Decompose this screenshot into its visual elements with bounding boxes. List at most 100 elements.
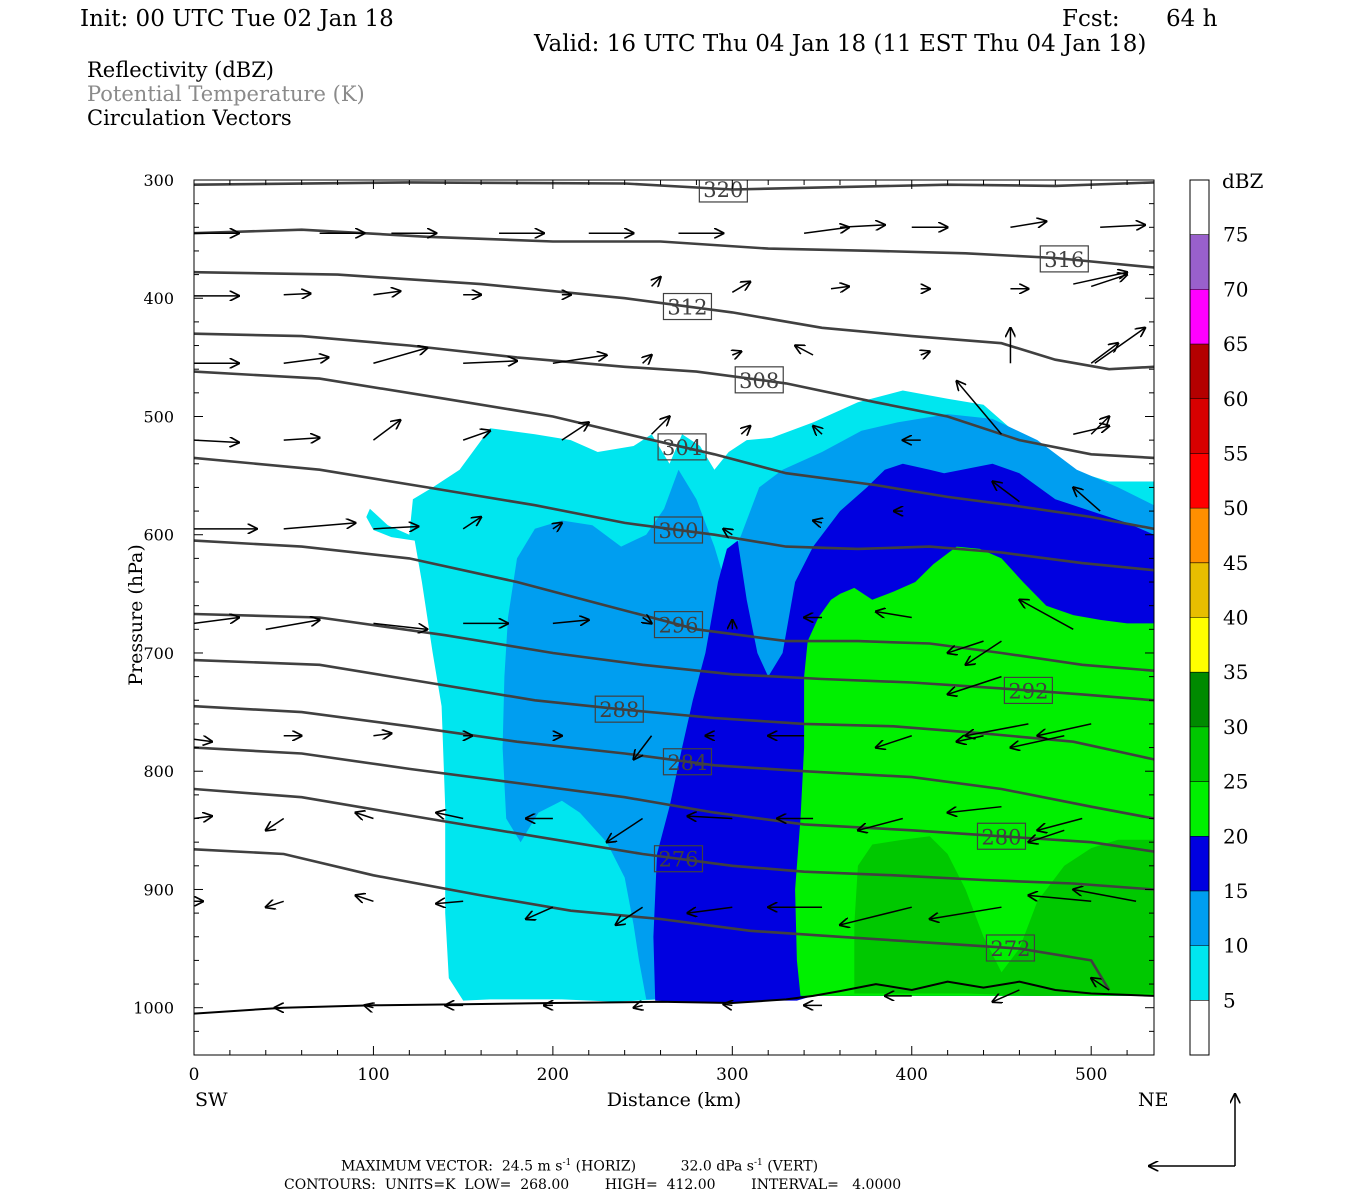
colorbar: 5 10 15 20 25 30 35 40 45 50 55 60 65 70 75 dBZ	[1189, 169, 1264, 1056]
contours-interval: INTERVAL= 4.0000	[751, 1177, 902, 1193]
theta-contour-272	[194, 848, 1111, 991]
theta-label-308: 308	[739, 369, 779, 393]
circulation-vector	[553, 523, 562, 529]
theta-label-284: 284	[667, 751, 707, 775]
colorbar-swatch	[1190, 890, 1209, 946]
colorbar-label: 10	[1223, 934, 1248, 958]
circulation-vector	[373, 526, 418, 528]
circulation-vector	[840, 906, 912, 925]
theta-contour-304	[194, 370, 1154, 531]
x-tick-label: 200	[537, 1065, 569, 1085]
valid-time: Valid: 16 UTC Thu 04 Jan 18 (11 EST Thu …	[534, 31, 1147, 57]
colorbar-swatch	[1190, 836, 1209, 891]
y-tick-label: 500	[143, 407, 174, 426]
circulation-vector	[732, 351, 741, 355]
colorbar-label: 70	[1223, 277, 1248, 301]
colorbar-swatch	[1190, 726, 1209, 782]
circulation-vector	[462, 431, 490, 441]
circulation-vector	[1090, 416, 1109, 435]
colorbar-swatch	[1190, 234, 1209, 290]
circulation-vector	[1090, 343, 1118, 364]
x-tick-label: 300	[716, 1065, 748, 1085]
forecast-label: Fcst:	[1062, 6, 1120, 32]
theta-label-box-292	[1003, 676, 1053, 705]
circulation-vector	[1010, 735, 1065, 748]
y-tick-label: 800	[143, 762, 174, 781]
max-vector-horiz: 24.5 m s	[501, 1158, 563, 1175]
field-potential-temperature: Potential Temperature (K)	[87, 82, 365, 106]
colorbar-swatch	[1190, 672, 1209, 727]
colorbar-swatch	[1190, 562, 1209, 618]
theta-contour-316	[194, 228, 1154, 269]
circulation-vector	[687, 816, 733, 818]
circulation-vector	[1019, 600, 1074, 630]
theta-label-box-276	[653, 845, 704, 873]
circulation-vector	[283, 523, 356, 530]
theta-contour-312	[194, 270, 1154, 371]
circulation-vector	[957, 381, 1003, 435]
theta-label-280: 280	[981, 825, 1021, 849]
colorbar-label: 15	[1223, 879, 1248, 903]
colorbar-label: 50	[1223, 496, 1248, 520]
circulation-vector	[436, 901, 464, 903]
contours-low: LOW= 268.00	[464, 1177, 570, 1193]
circulation-vector	[634, 1005, 643, 1007]
circulation-vector	[355, 895, 374, 901]
circulation-vector	[372, 420, 400, 441]
max-vector-line: MAXIMUM VECTOR: 24.5 m s-1 (HORIZ) 32.0 …	[341, 1158, 818, 1175]
colorbar-swatch	[1190, 398, 1209, 454]
circulation-vector	[1073, 889, 1137, 903]
y-tick-label: 400	[143, 289, 174, 308]
theta-label-300: 300	[658, 519, 698, 543]
theta-contour-276	[194, 787, 1154, 891]
circulation-vector	[957, 736, 984, 742]
theta-label-272: 272	[990, 937, 1030, 961]
circulation-vector	[552, 620, 589, 624]
circulation-vector	[795, 346, 814, 356]
contours-units: UNITS=K	[384, 1177, 456, 1193]
circulation-vector	[634, 735, 653, 760]
circulation-vector	[1073, 426, 1109, 435]
axes: 300 400 500 600 700 800 900 1000 0 100 200 300 400 50…	[133, 171, 1154, 1085]
theta-label-box-284	[662, 748, 713, 776]
circulation-vector	[723, 1004, 732, 1005]
theta-label-box-312	[662, 292, 713, 321]
circulation-vector	[1094, 328, 1145, 364]
theta-label-box-304	[657, 433, 707, 461]
circulation-vector	[607, 817, 644, 843]
circulation-vector	[355, 813, 374, 819]
x-axis-title: Distance (km)	[607, 1089, 742, 1111]
x-tick-label: 400	[896, 1065, 928, 1085]
circulation-vector	[921, 351, 930, 355]
circulation-vector	[561, 422, 589, 441]
colorbar-label: 55	[1223, 441, 1248, 465]
field-circulation-vectors: Circulation Vectors	[87, 106, 292, 130]
circulation-vector	[643, 618, 652, 624]
max-vector-vert-unit: (VERT)	[767, 1158, 819, 1175]
y-tick-label: 600	[143, 526, 174, 545]
circulation-vector	[1100, 225, 1145, 227]
x-end-label-ne: NE	[1138, 1089, 1169, 1111]
init-time: Init: 00 UTC Tue 02 Jan 18	[80, 6, 394, 32]
colorbar-label: 5	[1223, 988, 1236, 1012]
circulation-vector	[373, 291, 400, 295]
plot-frame	[193, 179, 1155, 1056]
contours-line: CONTOURS: UNITS=K LOW= 268.00 HIGH= 412.…	[284, 1177, 901, 1193]
circulation-vector	[526, 906, 554, 919]
circulation-vector	[858, 817, 903, 831]
theta-label-316: 316	[1044, 248, 1084, 272]
theta-label-box-320	[698, 180, 748, 203]
circulation-vector	[1037, 723, 1092, 736]
circulation-vector	[266, 901, 284, 907]
circulation-vector	[948, 675, 1002, 695]
circulation-vector	[930, 906, 1002, 919]
circulation-vector	[364, 1005, 373, 1007]
circulation-vector	[1010, 221, 1046, 227]
circulation-vector	[1028, 829, 1065, 842]
circulation-vector	[1037, 817, 1083, 831]
colorbar-swatch	[1190, 289, 1209, 345]
circulation-vector	[194, 618, 239, 625]
y-tick-label: 1000	[133, 999, 174, 1018]
theta-label-box-308	[734, 366, 784, 394]
